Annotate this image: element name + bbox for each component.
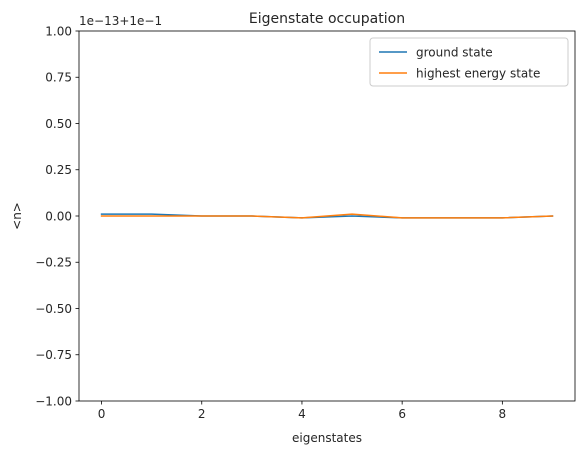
y-tick-label: −1.00 (35, 394, 72, 408)
y-tick-label: 0.25 (45, 163, 72, 177)
y-tick-label: 0.00 (45, 209, 72, 223)
y-axis-label: <n> (10, 202, 24, 230)
x-tick-label: 0 (98, 407, 106, 421)
y-tick-label: −0.50 (35, 302, 72, 316)
x-tick-label: 4 (298, 407, 306, 421)
x-tick-label: 8 (499, 407, 507, 421)
y-tick-label: 1.00 (45, 24, 72, 38)
x-tick-label: 6 (398, 407, 406, 421)
x-tick-label: 2 (198, 407, 206, 421)
legend-label-0: ground state (416, 45, 493, 59)
y-tick-label: 0.75 (45, 71, 72, 85)
chart-title: Eigenstate occupation (249, 11, 405, 27)
legend-label-1: highest energy state (416, 66, 540, 80)
x-axis-label: eigenstates (292, 431, 362, 445)
y-tick-label: −0.25 (35, 256, 72, 270)
y-tick-label: −0.75 (35, 348, 72, 362)
legend: ground state highest energy state (370, 38, 568, 86)
y-axis-offset-text: 1e−13+1e−1 (79, 14, 162, 28)
y-tick-label: 0.50 (45, 117, 72, 131)
